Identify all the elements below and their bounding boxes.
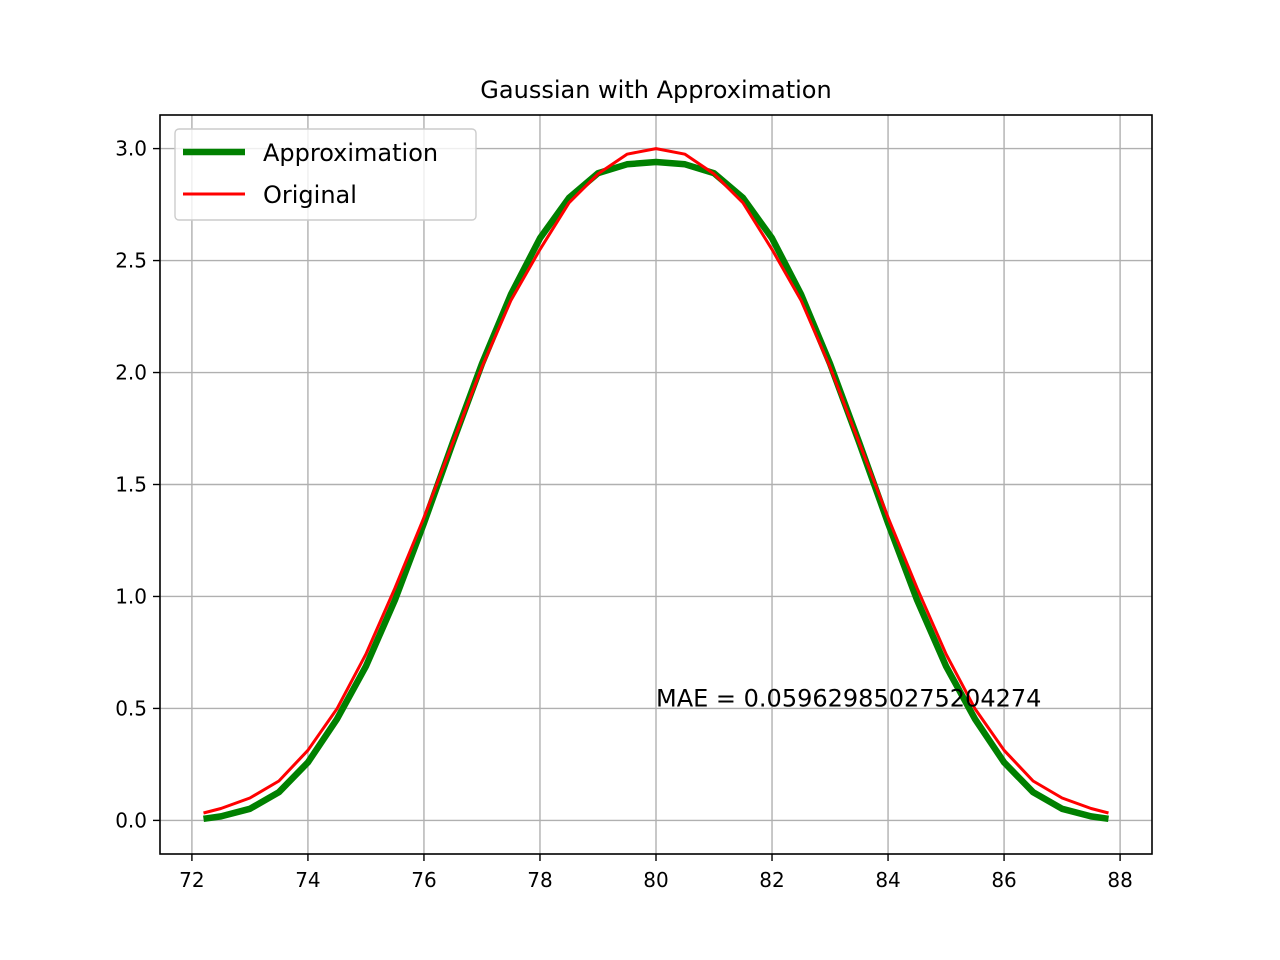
x-tick-label: 78 xyxy=(527,868,552,892)
y-axis: 0.0 0.5 1.0 1.5 2.0 2.5 3.0 xyxy=(115,137,160,832)
x-tick-label: 84 xyxy=(875,868,900,892)
x-tick-label: 72 xyxy=(179,868,204,892)
legend-box xyxy=(174,128,477,221)
legend-label-approximation: Approximation xyxy=(263,139,438,167)
y-tick-label: 1.0 xyxy=(115,584,147,608)
y-tick-label: 2.0 xyxy=(115,361,147,385)
mae-annotation: MAE = 0.059629850275204274 xyxy=(656,684,1041,712)
x-tick-label: 74 xyxy=(295,868,320,892)
x-tick-label: 88 xyxy=(1107,868,1132,892)
chart-title: Gaussian with Approximation xyxy=(480,76,831,104)
y-tick-label: 1.5 xyxy=(115,473,147,497)
x-tick-label: 80 xyxy=(643,868,668,892)
series-line-original xyxy=(203,147,1109,815)
y-tick-label: 0.5 xyxy=(115,696,147,720)
y-tick-label: 2.5 xyxy=(115,249,147,273)
grid xyxy=(160,115,1152,854)
x-tick-label: 86 xyxy=(991,868,1016,892)
legend: Approximation Original xyxy=(174,128,477,221)
legend-label-original: Original xyxy=(263,181,357,209)
x-axis: 72 74 76 78 80 82 84 86 88 xyxy=(179,854,1133,892)
series-line-approximation xyxy=(203,158,1109,823)
x-tick-label: 82 xyxy=(759,868,784,892)
plot-lines xyxy=(203,147,1109,823)
annotations: MAE = 0.059629850275204274 xyxy=(656,684,1041,712)
y-tick-label: 3.0 xyxy=(115,137,147,161)
x-tick-label: 76 xyxy=(411,868,436,892)
y-tick-label: 0.0 xyxy=(115,808,147,832)
